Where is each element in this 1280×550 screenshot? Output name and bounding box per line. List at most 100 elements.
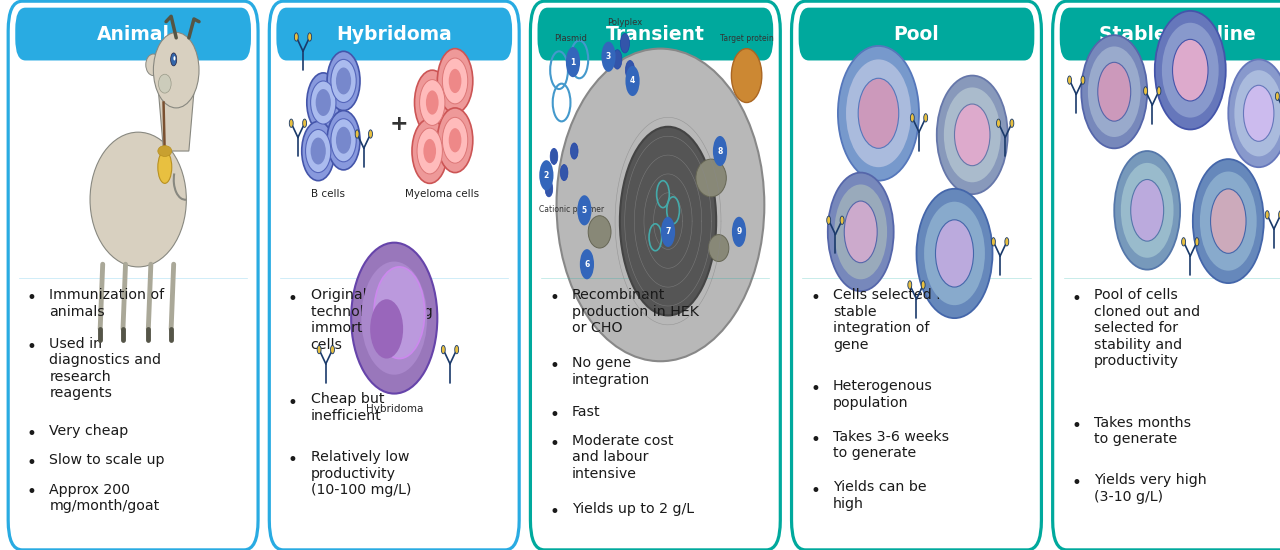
Ellipse shape [1234, 70, 1280, 156]
Ellipse shape [306, 129, 332, 173]
Text: •: • [27, 454, 37, 472]
Text: Approx 200
mg/month/goat: Approx 200 mg/month/goat [50, 482, 160, 513]
Ellipse shape [449, 128, 461, 152]
Text: Cheap but
inefficient: Cheap but inefficient [311, 393, 384, 423]
Ellipse shape [696, 159, 726, 197]
Ellipse shape [370, 299, 403, 359]
Text: Yields very high
(3-10 g/L): Yields very high (3-10 g/L) [1094, 473, 1207, 504]
Circle shape [626, 60, 635, 80]
Ellipse shape [438, 108, 472, 173]
Text: Yields up to 2 g/L: Yields up to 2 g/L [572, 502, 694, 516]
Text: 3: 3 [605, 52, 611, 61]
Circle shape [922, 280, 925, 289]
Text: •: • [549, 435, 559, 453]
Circle shape [732, 217, 746, 247]
Ellipse shape [1199, 172, 1257, 271]
Text: Polyplex: Polyplex [607, 18, 643, 27]
Ellipse shape [146, 54, 161, 75]
Text: Relatively low
productivity
(10-100 mg/L): Relatively low productivity (10-100 mg/L… [311, 450, 411, 497]
Circle shape [550, 148, 558, 164]
Circle shape [539, 160, 553, 190]
Text: •: • [288, 394, 298, 411]
Text: B cells: B cells [311, 189, 346, 199]
Text: Cationic polymer: Cationic polymer [539, 205, 604, 214]
Ellipse shape [330, 59, 356, 102]
Circle shape [1082, 76, 1085, 84]
Ellipse shape [1211, 189, 1245, 254]
Circle shape [1157, 87, 1161, 95]
Circle shape [454, 345, 458, 354]
Ellipse shape [417, 128, 443, 174]
Text: Slow to scale up: Slow to scale up [50, 453, 165, 468]
Ellipse shape [620, 127, 717, 316]
Text: 1: 1 [571, 58, 576, 67]
Ellipse shape [335, 126, 351, 154]
Ellipse shape [1082, 35, 1147, 148]
Ellipse shape [424, 139, 436, 163]
Ellipse shape [937, 75, 1007, 194]
Ellipse shape [1229, 59, 1280, 167]
Text: •: • [27, 338, 37, 356]
Circle shape [713, 136, 727, 166]
Ellipse shape [1114, 151, 1180, 270]
Ellipse shape [924, 202, 984, 305]
Text: Immunization of
animals: Immunization of animals [50, 288, 165, 319]
Ellipse shape [443, 117, 467, 163]
Ellipse shape [335, 68, 351, 95]
Circle shape [545, 180, 553, 197]
Ellipse shape [311, 138, 326, 164]
Ellipse shape [845, 201, 877, 263]
Circle shape [992, 238, 996, 246]
Text: Plasmid: Plasmid [554, 34, 586, 43]
FancyBboxPatch shape [276, 8, 512, 61]
Ellipse shape [838, 46, 919, 180]
Circle shape [660, 217, 675, 247]
Text: Fast: Fast [572, 405, 600, 419]
Text: •: • [810, 381, 820, 398]
Ellipse shape [709, 234, 728, 261]
Ellipse shape [589, 216, 611, 248]
Circle shape [997, 119, 1001, 128]
Text: Pool of cells
cloned out and
selected for
stability and
productivity: Pool of cells cloned out and selected fo… [1094, 288, 1201, 368]
Ellipse shape [1162, 23, 1219, 118]
Ellipse shape [858, 78, 899, 148]
Circle shape [602, 42, 616, 72]
Circle shape [307, 33, 311, 41]
Ellipse shape [90, 132, 187, 267]
Ellipse shape [311, 81, 335, 124]
Text: Takes months
to generate: Takes months to generate [1094, 416, 1192, 446]
Ellipse shape [557, 48, 764, 361]
Circle shape [1010, 119, 1014, 128]
Ellipse shape [1172, 40, 1208, 101]
Text: •: • [288, 290, 298, 307]
Circle shape [577, 195, 591, 226]
Ellipse shape [1130, 179, 1164, 241]
Text: Takes 3-6 weeks
to generate: Takes 3-6 weeks to generate [833, 430, 948, 460]
Ellipse shape [846, 59, 911, 167]
FancyBboxPatch shape [1060, 8, 1280, 61]
Circle shape [1196, 238, 1199, 246]
FancyBboxPatch shape [1052, 1, 1280, 550]
Text: Yields can be
high: Yields can be high [833, 481, 927, 511]
Text: 2: 2 [544, 171, 549, 180]
Text: 4: 4 [630, 76, 635, 85]
Text: •: • [810, 481, 820, 499]
Text: •: • [549, 503, 559, 521]
Text: •: • [288, 452, 298, 469]
Circle shape [1068, 76, 1071, 84]
Ellipse shape [1121, 163, 1174, 258]
Text: 5: 5 [582, 206, 588, 215]
Ellipse shape [412, 119, 448, 183]
FancyBboxPatch shape [269, 1, 520, 550]
Circle shape [369, 130, 372, 138]
Text: •: • [1071, 290, 1082, 307]
Ellipse shape [426, 90, 439, 114]
Ellipse shape [328, 111, 360, 170]
Circle shape [1143, 87, 1147, 95]
Circle shape [1005, 238, 1009, 246]
Circle shape [827, 216, 831, 224]
Circle shape [840, 216, 844, 224]
Circle shape [561, 164, 568, 180]
Circle shape [924, 114, 928, 122]
Circle shape [613, 50, 622, 69]
